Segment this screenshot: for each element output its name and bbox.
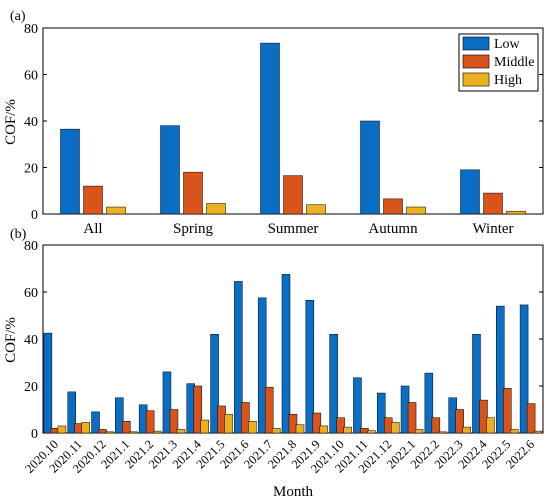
panel-b-bar-middle-2021-3 <box>169 409 179 434</box>
panel-b-bar-high-2021-2 <box>152 430 162 434</box>
panel-a-bar-middle-summer <box>283 175 303 215</box>
panel-b-bar-high-2021-9 <box>319 425 329 434</box>
panel-a-x-tick-label: Autumn <box>368 221 418 237</box>
panel-a-x-tick-label: Spring <box>173 221 214 237</box>
panel-b-bar-low-2020-11 <box>67 391 76 434</box>
panel-b: (b) COF/% 0204060802020.102020.112020.12… <box>3 227 544 500</box>
panel-b-bar-middle-2022-6 <box>526 403 536 434</box>
panel-b-bar-high-2022-3 <box>462 426 471 434</box>
panel-b-bar-high-2022-2 <box>438 431 448 434</box>
panel-a-y-tick-label: 60 <box>24 69 38 84</box>
panel-a: (a) COF/% 0 20 40 60 80 All Spring Summer Autumn… <box>3 9 544 237</box>
panel-a-y-tick-label: 0 <box>31 208 38 223</box>
panel-b-label: (b) <box>10 227 27 242</box>
panel-b-bar-low-2021-9 <box>305 299 315 434</box>
panel-b-x-axis-label: Month <box>273 484 314 500</box>
panel-a-bar-middle-all <box>83 185 103 215</box>
panel-b-bar-middle-2022-2 <box>431 417 441 434</box>
panel-b-bar-high-2021-1 <box>129 431 138 434</box>
panel-b-bar-high-2020-12 <box>105 431 114 434</box>
panel-b-bar-middle-2020-12 <box>98 429 107 434</box>
panel-b-bar-low-2022-5 <box>496 305 505 434</box>
panel-b-y-tick-label: 80 <box>24 239 38 254</box>
panel-b-bar-middle-2022-1 <box>407 402 417 434</box>
panel-a-bar-high-winter <box>506 210 526 215</box>
panel-b-bar-middle-2022-5 <box>503 388 512 434</box>
panel-b-bar-low-2022-6 <box>519 304 529 434</box>
panel-a-bar-low-winter <box>460 169 480 215</box>
panel-b-bar-low-2022-2 <box>424 372 434 434</box>
panel-b-bar-middle-2022-3 <box>455 409 464 434</box>
panel-b-bar-low-2021-10 <box>329 334 338 434</box>
panel-b-bar-high-2022-1 <box>414 429 424 434</box>
panel-b-bar-low-2020-10 <box>43 332 53 434</box>
panel-a-y-axis-label: COF/% <box>3 99 19 145</box>
panel-b-y-tick-label: 20 <box>24 380 38 395</box>
legend-swatch-low <box>462 36 490 51</box>
panel-a-legend: Low Middle High <box>458 33 539 92</box>
panel-b-bar-low-2022-4 <box>472 334 481 434</box>
panel-a-bar-low-spring <box>160 125 180 215</box>
panel-a-x-tick-label: Winter <box>472 221 513 237</box>
panel-b-bar-middle-2021-6 <box>241 402 250 434</box>
panel-b-bar-middle-2022-4 <box>479 399 488 434</box>
panel-b-bar-low-2020-12 <box>91 411 100 434</box>
panel-b-bar-high-2021-10 <box>343 426 352 434</box>
legend-swatch-middle <box>462 54 490 69</box>
panel-b-bar-high-2022-6 <box>533 430 543 434</box>
panel-b-bar-high-2020-11 <box>81 422 90 434</box>
panel-a-bar-middle-autumn <box>383 198 403 215</box>
panel-b-bar-middle-2021-2 <box>145 410 155 434</box>
panel-b-bar-low-2021-7 <box>257 297 267 434</box>
panel-a-y-tick-label: 40 <box>24 115 38 130</box>
panel-b-bar-low-2021-8 <box>281 274 291 434</box>
panel-b-bar-high-2021-11 <box>367 430 376 434</box>
panel-b-bar-high-2021-3 <box>176 429 186 434</box>
panel-a-bar-high-spring <box>206 203 226 215</box>
panel-b-y-tick-label: 0 <box>31 427 38 442</box>
legend-label-low: Low <box>494 37 521 52</box>
panel-b-bar-low-2021-5 <box>210 334 219 434</box>
panel-b-bar-low-2021-12 <box>376 392 386 434</box>
panel-b-bar-low-2021-11 <box>353 377 362 434</box>
panel-b-bar-high-2021-6 <box>248 421 257 434</box>
panel-b-y-tick-label: 60 <box>24 286 38 301</box>
panel-a-label: (a) <box>10 9 26 24</box>
panel-b-bar-middle-2021-10 <box>336 417 345 434</box>
panel-b-bar-high-2022-5 <box>510 429 519 434</box>
panel-b-bar-middle-2021-1 <box>122 421 131 434</box>
panel-b-bar-middle-2021-7 <box>264 386 274 434</box>
panel-b-bar-high-2022-4 <box>486 417 495 434</box>
panel-a-bar-middle-winter <box>483 192 503 215</box>
panel-b-bar-high-2021-12 <box>390 422 400 434</box>
panel-a-bar-high-autumn <box>406 206 426 215</box>
panel-a-bar-middle-spring <box>183 171 203 215</box>
panel-b-bar-high-2021-8 <box>295 424 305 434</box>
legend-label-high: High <box>494 73 522 88</box>
panel-a-bar-low-autumn <box>360 120 380 215</box>
panel-a-bar-high-summer <box>306 204 326 215</box>
panel-b-y-tick-label: 40 <box>24 333 38 348</box>
panel-b-bar-low-2021-6 <box>234 281 243 434</box>
panel-b-bar-high-2021-5 <box>224 413 233 434</box>
legend-label-middle: Middle <box>494 55 534 70</box>
panel-b-bar-high-2020-10 <box>57 425 67 434</box>
legend-swatch-high <box>462 72 490 87</box>
panel-b-bar-middle-2021-9 <box>312 412 322 434</box>
panel-b-bar-middle-2021-4 <box>193 385 203 434</box>
panel-b-y-axis-label: COF/% <box>3 317 19 363</box>
panel-a-x-tick-label: All <box>83 221 102 237</box>
panel-a-y-tick-label: 80 <box>24 22 38 37</box>
panel-b-bar-middle-2021-8 <box>288 413 298 434</box>
panel-b-bar-low-2021-3 <box>162 371 172 434</box>
panel-b-bar-high-2021-4 <box>200 419 210 434</box>
panel-a-y-tick-label: 20 <box>24 162 38 177</box>
panel-a-bar-low-all <box>60 128 80 215</box>
panel-b-bar-high-2021-7 <box>271 428 281 434</box>
panel-a-x-tick-label: Summer <box>268 221 319 237</box>
panel-a-bar-low-summer <box>260 42 280 215</box>
panel-b-bar-low-2021-1 <box>115 397 124 434</box>
panel-a-bar-high-all <box>106 206 126 215</box>
